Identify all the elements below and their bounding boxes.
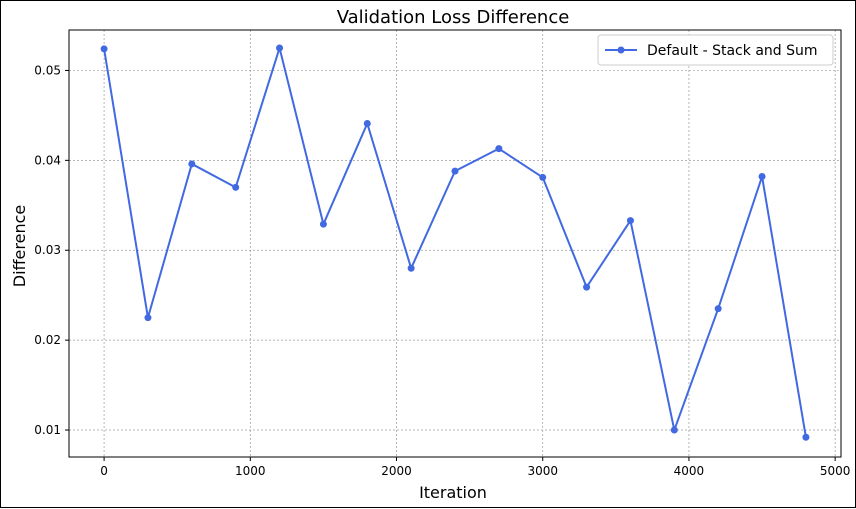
data-point [670,426,678,434]
x-tick-label: 1000 [235,464,266,478]
x-tick-label: 5000 [820,464,851,478]
x-tick-label: 4000 [674,464,705,478]
data-point [407,264,415,272]
y-tick-label: 0.04 [34,153,61,167]
chart-title: Validation Loss Difference [337,7,570,28]
y-tick-label: 0.05 [34,63,61,77]
y-tick-label: 0.02 [34,333,61,347]
x-tick-label: 2000 [381,464,412,478]
y-tick-label: 0.03 [34,243,61,257]
data-point [363,119,371,127]
data-point [495,145,503,153]
data-point [188,160,196,168]
data-point [626,217,634,225]
data-point [144,314,152,322]
legend: Default - Stack and Sum [597,34,834,66]
data-point [232,183,240,191]
data-point [100,45,108,53]
data-point [276,44,284,52]
data-point [319,220,327,228]
x-tick-label: 0 [100,464,108,478]
series-line [103,46,807,438]
y-axis-label: Difference [10,205,29,287]
data-point [583,283,591,291]
data-point [714,305,722,313]
series-layer [100,44,810,441]
data-point [539,173,547,181]
x-axis-ticks: 0 1000 2000 3000 4000 5000 [100,457,850,478]
plot-area [68,29,842,458]
legend-box [597,34,834,66]
y-axis-ticks: 0.01 0.02 0.03 0.04 0.05 [34,63,69,437]
data-point [802,433,810,441]
legend-marker-swatch [617,46,625,54]
x-axis-label: Iteration [419,483,487,502]
legend-label: Default - Stack and Sum [647,43,818,59]
x-tick-label: 3000 [527,464,558,478]
y-tick-label: 0.01 [34,423,61,437]
data-point [758,173,766,181]
data-point [451,167,459,175]
grid-lines [69,30,841,457]
